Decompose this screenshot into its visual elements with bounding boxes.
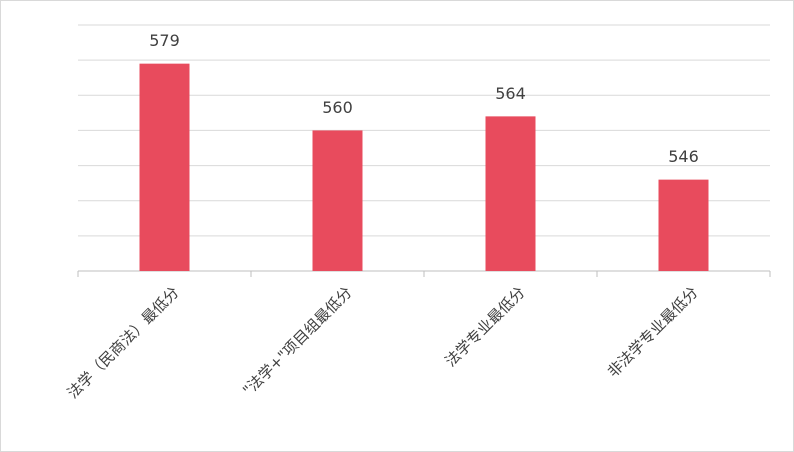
- value-label: 546: [668, 147, 699, 166]
- bar: [658, 179, 709, 271]
- value-label: 564: [495, 84, 526, 103]
- bar: [139, 63, 190, 272]
- value-label: 560: [322, 98, 353, 117]
- bar: [485, 116, 536, 271]
- value-label: 579: [149, 31, 180, 50]
- bar: [312, 130, 363, 271]
